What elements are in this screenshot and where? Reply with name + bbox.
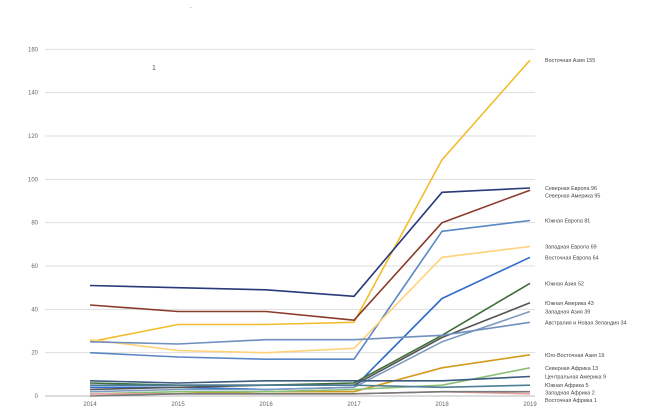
series-label: Южная Азия 52 (545, 281, 584, 287)
series-label: Южная Африка 5 (545, 383, 589, 389)
x-tick-label: 2016 (259, 402, 273, 408)
series-label: Восточная Африка 1 (545, 398, 597, 404)
y-tick-label: 0 (35, 394, 39, 400)
series-label: Восточная Европа 64 (545, 255, 599, 261)
series-line (89, 59, 531, 343)
y-tick-label: 140 (28, 91, 39, 97)
series-label: Центральная Америка 9 (545, 375, 606, 381)
x-tick-label: 2019 (523, 402, 537, 408)
series-line (89, 310, 531, 393)
y-tick-label: 160 (28, 47, 39, 53)
series-line (89, 367, 531, 395)
series-lines (89, 59, 531, 397)
series-label: Северная Америка 95 (545, 194, 600, 200)
series-line (89, 245, 531, 354)
series-label: Западная Африка 2 (545, 391, 595, 397)
y-tick-label: 20 (31, 351, 38, 357)
stray-marks: .1 (152, 3, 192, 72)
y-tick-label: 100 (28, 177, 39, 183)
series-line (90, 384, 531, 389)
stray-mark: 1 (152, 65, 156, 72)
y-tick-label: 120 (28, 134, 39, 140)
x-tick-label: 2017 (347, 402, 361, 408)
x-tick-label: 2014 (83, 402, 97, 408)
stray-mark: . (190, 3, 192, 10)
series-line (89, 189, 531, 322)
gridlines (45, 48, 535, 354)
series-label: Восточная Азия 155 (545, 58, 595, 64)
y-tick-label: 60 (31, 264, 38, 270)
y-tick-label: 40 (31, 307, 38, 313)
series-label: Южная Европа 81 (545, 219, 590, 225)
series-line (89, 219, 531, 361)
series-line (89, 187, 531, 298)
y-tick-label: 80 (31, 221, 38, 227)
series-label: Северная Африка 13 (545, 366, 598, 372)
series-label: Юго-Восточная Азия 19 (545, 353, 604, 359)
series-label: Австралия и Новая Зеландия 34 (545, 320, 627, 326)
series-label: Западная Азия 39 (545, 310, 590, 316)
axes: 0 20 40 60 80 100 120 140 160 2014 2015 2016 2017 201… (28, 47, 537, 408)
series-end-labels: Восточная Азия 155 Северная Европа 96 Севе… (545, 58, 627, 404)
series-label: Северная Европа 96 (545, 186, 597, 192)
series-line (89, 375, 531, 384)
series-line (89, 321, 531, 345)
series-label: Западная Европа 69 (545, 245, 597, 251)
x-tick-label: 2018 (435, 402, 449, 408)
x-tick-label: 2015 (171, 402, 185, 408)
series-line (89, 390, 530, 397)
series-label: Южная Америка 43 (545, 301, 594, 307)
